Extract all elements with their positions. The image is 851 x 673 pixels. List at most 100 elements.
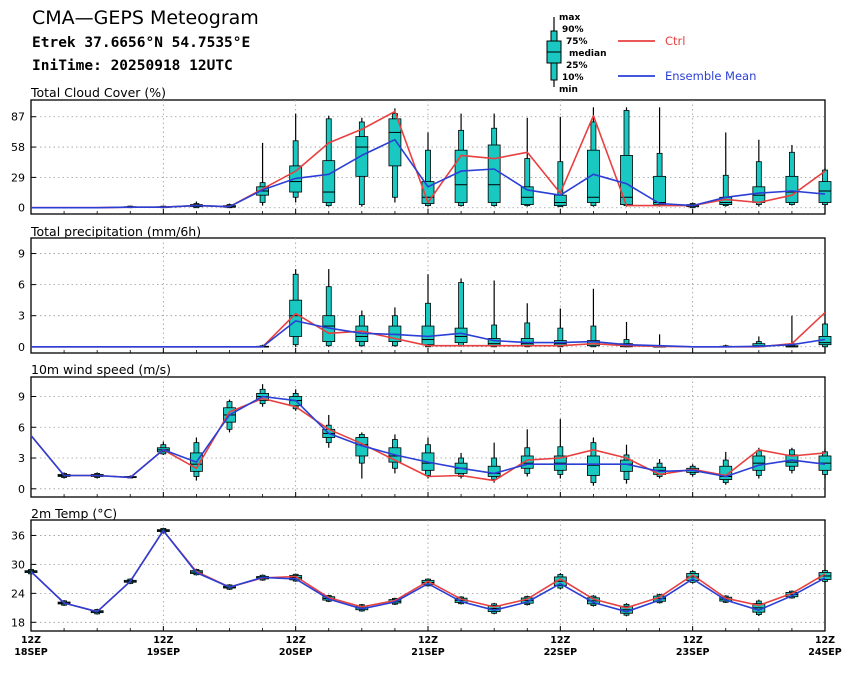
box-whisker: [653, 107, 666, 207]
p10-p90-bar: [722, 174, 729, 207]
panel-title-precip: Total precipitation (mm/6h): [30, 224, 201, 239]
iqr-box: [454, 327, 468, 344]
box-whisker: [289, 269, 303, 347]
iqr-box: [818, 181, 832, 203]
iqr-box: [653, 175, 666, 205]
box-whisker: [256, 142, 269, 206]
y-tick-label: 29: [11, 171, 25, 184]
y-tick-label: 6: [18, 279, 25, 292]
box-whisker: [520, 117, 534, 207]
x-tick-date: 23SEP: [676, 647, 710, 658]
iqr-box: [289, 299, 303, 337]
iqr-box: [587, 455, 600, 476]
temperature-panel: 18 24 30 36: [11, 519, 832, 632]
x-tick-date: 18SEP: [14, 647, 48, 658]
y-tick-label: 9: [18, 390, 25, 403]
iqr-box: [520, 186, 534, 205]
init-time: IniTime: 20250918 12UTC: [32, 58, 233, 74]
x-tick-hour: 12Z: [815, 635, 835, 646]
panel-title-temp: 2m Temp (°C): [31, 506, 117, 521]
y-tick-label: 18: [11, 616, 25, 629]
p10-p90-bar: [491, 324, 498, 348]
x-tick-hour: 12Z: [683, 635, 703, 646]
iqr-box: [454, 149, 468, 203]
legend-label-p10: 10%: [562, 73, 584, 83]
ensemble-mean-line: [30, 529, 826, 613]
iqr-box: [355, 136, 369, 177]
wind-speed-panel: 0 3 6 9: [18, 376, 832, 498]
p10-p90-bar: [822, 323, 828, 348]
precipitation-panel: 0 3 6 9: [18, 237, 832, 354]
x-tick-hour: 12Z: [21, 635, 41, 646]
y-tick-label: 58: [11, 141, 25, 154]
x-tick-date: 24SEP: [808, 647, 842, 658]
iqr-box: [785, 175, 799, 203]
legend-label-p25: 25%: [566, 61, 588, 71]
box-whisker: [719, 132, 733, 207]
iqr-box: [553, 194, 567, 207]
box-whisker: [322, 115, 336, 207]
y-tick-label: 0: [18, 202, 25, 215]
y-tick-label: 24: [11, 587, 25, 600]
ctrl-legend-label: Ctrl: [665, 34, 685, 48]
box-whisker: [421, 132, 435, 207]
y-tick-label: 3: [18, 310, 25, 323]
panel-title-wind: 10m wind speed (m/s): [31, 362, 171, 377]
x-tick-hour: 12Z: [153, 635, 173, 646]
box-whisker: [388, 108, 402, 203]
iqr-box: [487, 144, 501, 203]
box-whisker: [487, 113, 501, 207]
legend-label-median: median: [569, 49, 607, 59]
p10-p90-bar: [425, 149, 431, 207]
y-tick-label: 30: [11, 558, 25, 571]
p10-p90-bar: [557, 161, 564, 208]
x-tick-hour: 12Z: [418, 635, 438, 646]
x-tick-date: 22SEP: [544, 647, 578, 658]
y-tick-label: 87: [11, 111, 25, 124]
box-whisker: [587, 437, 600, 486]
x-tick-date: 19SEP: [147, 647, 181, 658]
cloud-cover-panel: 0 29 58 87: [11, 99, 832, 215]
p10-p90-bar: [590, 325, 597, 348]
legend-label-p90: 90%: [562, 25, 584, 35]
y-tick-label: 0: [18, 483, 25, 496]
y-tick-label: 6: [18, 421, 25, 434]
box-whisker: [454, 113, 468, 207]
box-whisker: [818, 167, 832, 206]
x-tick-date: 20SEP: [279, 647, 313, 658]
legend-label-max: max: [559, 13, 580, 23]
box-whisker: [454, 278, 468, 347]
p10-p90-bar: [524, 322, 531, 348]
p10-p90-bar: [557, 327, 564, 348]
box-whisker: [355, 117, 369, 207]
p10-p90-bar: [524, 158, 531, 207]
y-tick-label: 3: [18, 452, 25, 465]
meteogram-title: CMA—GEPS Meteogram: [32, 7, 259, 29]
iqr-box: [322, 160, 336, 203]
y-tick-label: 9: [18, 248, 25, 261]
y-tick-label: 0: [18, 341, 25, 354]
ensemble-mean-line: [30, 395, 826, 479]
panel-title-cloud: Total Cloud Cover (%): [30, 85, 166, 100]
time-axis: 12Z18SEP12Z19SEP12Z20SEP12Z21SEP12Z22SEP…: [14, 635, 842, 658]
series-legend: Ctrl Ensemble Mean: [618, 34, 756, 83]
box-whisker: [587, 107, 600, 207]
box-legend: max 90% 75% median 25% 10% min: [546, 13, 607, 95]
box-whisker: [421, 578, 435, 587]
legend-label-p75: 75%: [566, 37, 588, 47]
x-tick-hour: 12Z: [550, 635, 570, 646]
station-location: Etrek 37.6656°N 54.7535°E: [32, 35, 250, 51]
y-tick-label: 36: [11, 529, 25, 542]
box-whisker: [487, 280, 501, 348]
ensemble-mean-line: [31, 320, 826, 348]
legend-label-min: min: [559, 85, 578, 95]
ensemble-mean-line: [31, 138, 826, 209]
x-tick-date: 21SEP: [411, 647, 445, 658]
p10-p90-bar: [755, 161, 762, 205]
mean-legend-label: Ensemble Mean: [665, 69, 756, 83]
box-whisker: [553, 419, 567, 479]
box-whisker: [421, 274, 435, 348]
x-tick-hour: 12Z: [286, 635, 306, 646]
iqr-box: [487, 465, 501, 477]
